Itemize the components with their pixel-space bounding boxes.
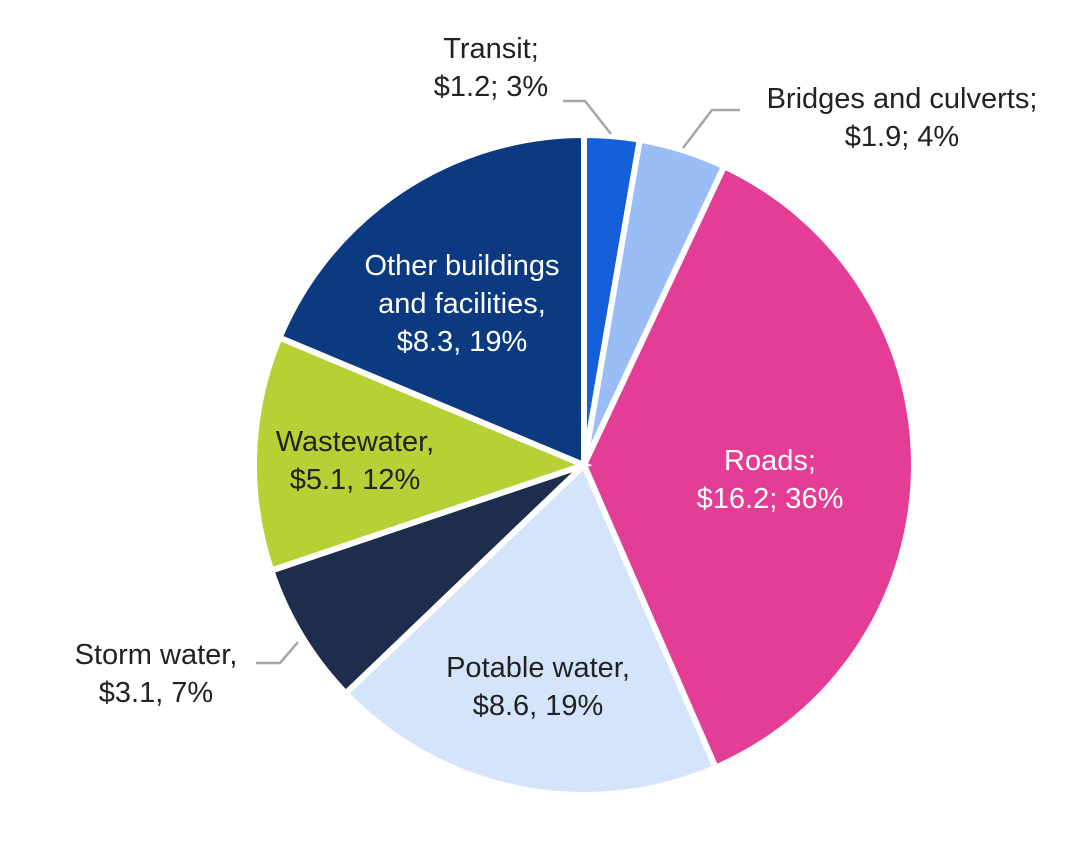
slice-label-line: $1.2; 3% <box>434 71 548 103</box>
slice-label-line: $8.3, 19% <box>397 326 528 358</box>
slice-label-bridges-and-culverts: Bridges and culverts; $1.9; 4% <box>767 83 1038 153</box>
slice-label-line: $8.6, 19% <box>473 690 604 722</box>
slice-labels: Transit; $1.2; 3% Bridges and culverts; $1.… <box>75 33 1038 722</box>
slice-label-line: Wastewater, <box>276 426 434 458</box>
slice-label-line: Transit; <box>443 33 539 65</box>
leader-lines <box>256 99 740 665</box>
slice-label-line: Roads; <box>724 445 816 477</box>
pie-slice-roads <box>580 162 917 772</box>
pie-slice-potable-water <box>341 459 720 798</box>
slice-label-line: $5.1, 12% <box>290 464 421 496</box>
slice-label-other-buildings-and-facilities: Other buildings and facilities, $8.3, 19% <box>364 250 559 358</box>
slice-label-line: Bridges and culverts; <box>767 83 1038 115</box>
slice-label-line: $3.1, 7% <box>99 677 213 709</box>
slice-label-potable-water: Potable water, $8.6, 19% <box>446 652 630 722</box>
slice-label-line: and facilities, <box>378 288 546 320</box>
slice-label-line: Potable water, <box>446 652 630 684</box>
pie-slice-storm-water <box>267 462 587 698</box>
pie-slice-wastewater <box>251 333 593 575</box>
pie-slices <box>251 131 917 798</box>
slice-label-wastewater: Wastewater, $5.1, 12% <box>276 426 434 496</box>
slice-label-line: $1.9; 4% <box>845 121 959 153</box>
slice-label-line: $16.2; 36% <box>697 483 844 515</box>
slice-label-line: Storm water, <box>75 639 238 671</box>
slice-label-roads: Roads; $16.2; 36% <box>697 445 844 515</box>
leader-line-transit <box>563 99 612 135</box>
leader-line-bridges-and-culverts <box>682 108 740 149</box>
slice-label-line: Other buildings <box>364 250 559 282</box>
slice-label-transit: Transit; $1.2; 3% <box>434 33 548 103</box>
pie-slice-other-buildings-and-facilities <box>275 131 587 470</box>
slice-label-storm-water: Storm water, $3.1, 7% <box>75 639 238 709</box>
leader-line-storm-water <box>256 641 299 665</box>
